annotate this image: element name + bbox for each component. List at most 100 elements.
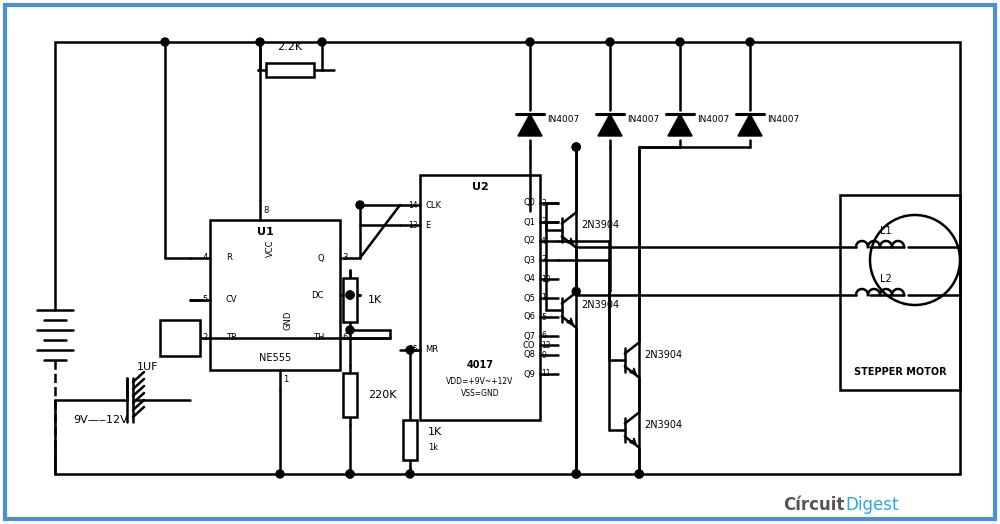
Text: Q4: Q4 xyxy=(523,275,535,283)
Bar xyxy=(210,220,340,370)
Text: 2: 2 xyxy=(203,333,208,343)
Text: Q3: Q3 xyxy=(523,256,535,265)
Text: IN4007: IN4007 xyxy=(767,115,800,125)
Text: MR: MR xyxy=(425,345,438,355)
Text: DC: DC xyxy=(312,290,324,300)
Text: 9: 9 xyxy=(541,351,546,359)
Circle shape xyxy=(635,470,643,478)
Text: 1UF: 1UF xyxy=(137,362,159,372)
Text: 4: 4 xyxy=(541,236,546,246)
Polygon shape xyxy=(738,114,762,136)
Text: 1: 1 xyxy=(541,293,546,302)
Text: Q0: Q0 xyxy=(523,199,535,208)
Text: 1: 1 xyxy=(283,375,288,384)
Text: CO: CO xyxy=(522,341,535,350)
Text: Q8: Q8 xyxy=(523,351,535,359)
Bar xyxy=(840,195,960,390)
Circle shape xyxy=(256,38,264,46)
Text: 4017: 4017 xyxy=(466,360,494,370)
Text: 10: 10 xyxy=(541,275,551,283)
Circle shape xyxy=(346,291,354,299)
Text: 12: 12 xyxy=(541,341,550,350)
Text: NE555: NE555 xyxy=(259,353,291,363)
Text: 7: 7 xyxy=(342,290,347,300)
Bar xyxy=(343,278,357,322)
Circle shape xyxy=(526,38,534,46)
Text: TR: TR xyxy=(226,333,237,343)
Text: 15: 15 xyxy=(408,345,418,355)
Text: L2: L2 xyxy=(880,274,892,284)
Text: IN4007: IN4007 xyxy=(627,115,660,125)
Text: 6: 6 xyxy=(342,333,347,343)
Circle shape xyxy=(346,470,354,478)
Text: 5: 5 xyxy=(203,296,208,304)
Text: 5: 5 xyxy=(541,312,546,322)
Text: VCC: VCC xyxy=(266,239,274,257)
Text: Q9: Q9 xyxy=(523,369,535,378)
Text: 11: 11 xyxy=(541,369,550,378)
Text: 220K: 220K xyxy=(368,390,396,400)
Text: 1k: 1k xyxy=(428,443,438,453)
Circle shape xyxy=(161,38,169,46)
Circle shape xyxy=(406,346,414,354)
Text: VDD=+9V~+12V: VDD=+9V~+12V xyxy=(446,377,514,387)
Circle shape xyxy=(572,143,580,151)
Polygon shape xyxy=(668,114,692,136)
Circle shape xyxy=(346,291,354,299)
Text: 13: 13 xyxy=(408,221,418,230)
Text: CLK: CLK xyxy=(425,201,441,210)
Text: Q6: Q6 xyxy=(523,312,535,322)
Bar xyxy=(403,420,417,460)
Text: IN4007: IN4007 xyxy=(547,115,580,125)
Text: 1K: 1K xyxy=(428,427,442,437)
Text: Q2: Q2 xyxy=(523,236,535,246)
Text: 4: 4 xyxy=(203,254,208,263)
Bar xyxy=(343,373,357,417)
Text: 2N3904: 2N3904 xyxy=(644,420,682,430)
Text: Círcuit: Círcuit xyxy=(784,496,845,514)
Circle shape xyxy=(276,470,284,478)
Text: 2: 2 xyxy=(541,217,546,226)
Circle shape xyxy=(606,38,614,46)
Text: Q: Q xyxy=(317,254,324,263)
Text: Q1: Q1 xyxy=(523,217,535,226)
Text: VSS=GND: VSS=GND xyxy=(461,388,499,398)
Circle shape xyxy=(572,470,580,478)
Text: 14: 14 xyxy=(408,201,418,210)
Circle shape xyxy=(346,326,354,334)
Bar xyxy=(266,63,314,77)
Text: 1K: 1K xyxy=(368,295,382,305)
Text: 2.2K: 2.2K xyxy=(277,42,303,52)
Circle shape xyxy=(572,143,580,151)
Text: 2N3904: 2N3904 xyxy=(644,350,682,360)
Text: STEPPER MOTOR: STEPPER MOTOR xyxy=(854,367,946,377)
Circle shape xyxy=(356,201,364,209)
Text: 6: 6 xyxy=(541,332,546,341)
Circle shape xyxy=(746,38,754,46)
Text: Digest: Digest xyxy=(845,496,898,514)
Text: 9V—‒12V: 9V—‒12V xyxy=(73,415,128,425)
Text: 8: 8 xyxy=(263,206,268,215)
Text: 2N3904: 2N3904 xyxy=(581,220,619,230)
Circle shape xyxy=(346,470,354,478)
Text: GND: GND xyxy=(284,310,292,330)
Text: E: E xyxy=(425,221,430,230)
Text: 3: 3 xyxy=(541,199,546,208)
Text: IN4007: IN4007 xyxy=(697,115,730,125)
Text: Q7: Q7 xyxy=(523,332,535,341)
Text: L1: L1 xyxy=(880,226,892,236)
Polygon shape xyxy=(518,114,542,136)
Text: TH: TH xyxy=(313,333,324,343)
Text: U1: U1 xyxy=(257,227,273,237)
Text: CV: CV xyxy=(226,296,238,304)
Text: U2: U2 xyxy=(472,182,488,192)
Circle shape xyxy=(572,287,580,296)
Circle shape xyxy=(572,470,580,478)
Text: 2N3904: 2N3904 xyxy=(581,300,619,310)
Polygon shape xyxy=(598,114,622,136)
Circle shape xyxy=(406,470,414,478)
Circle shape xyxy=(676,38,684,46)
Text: R: R xyxy=(226,254,232,263)
Text: 3: 3 xyxy=(342,254,347,263)
Text: 7: 7 xyxy=(541,256,546,265)
